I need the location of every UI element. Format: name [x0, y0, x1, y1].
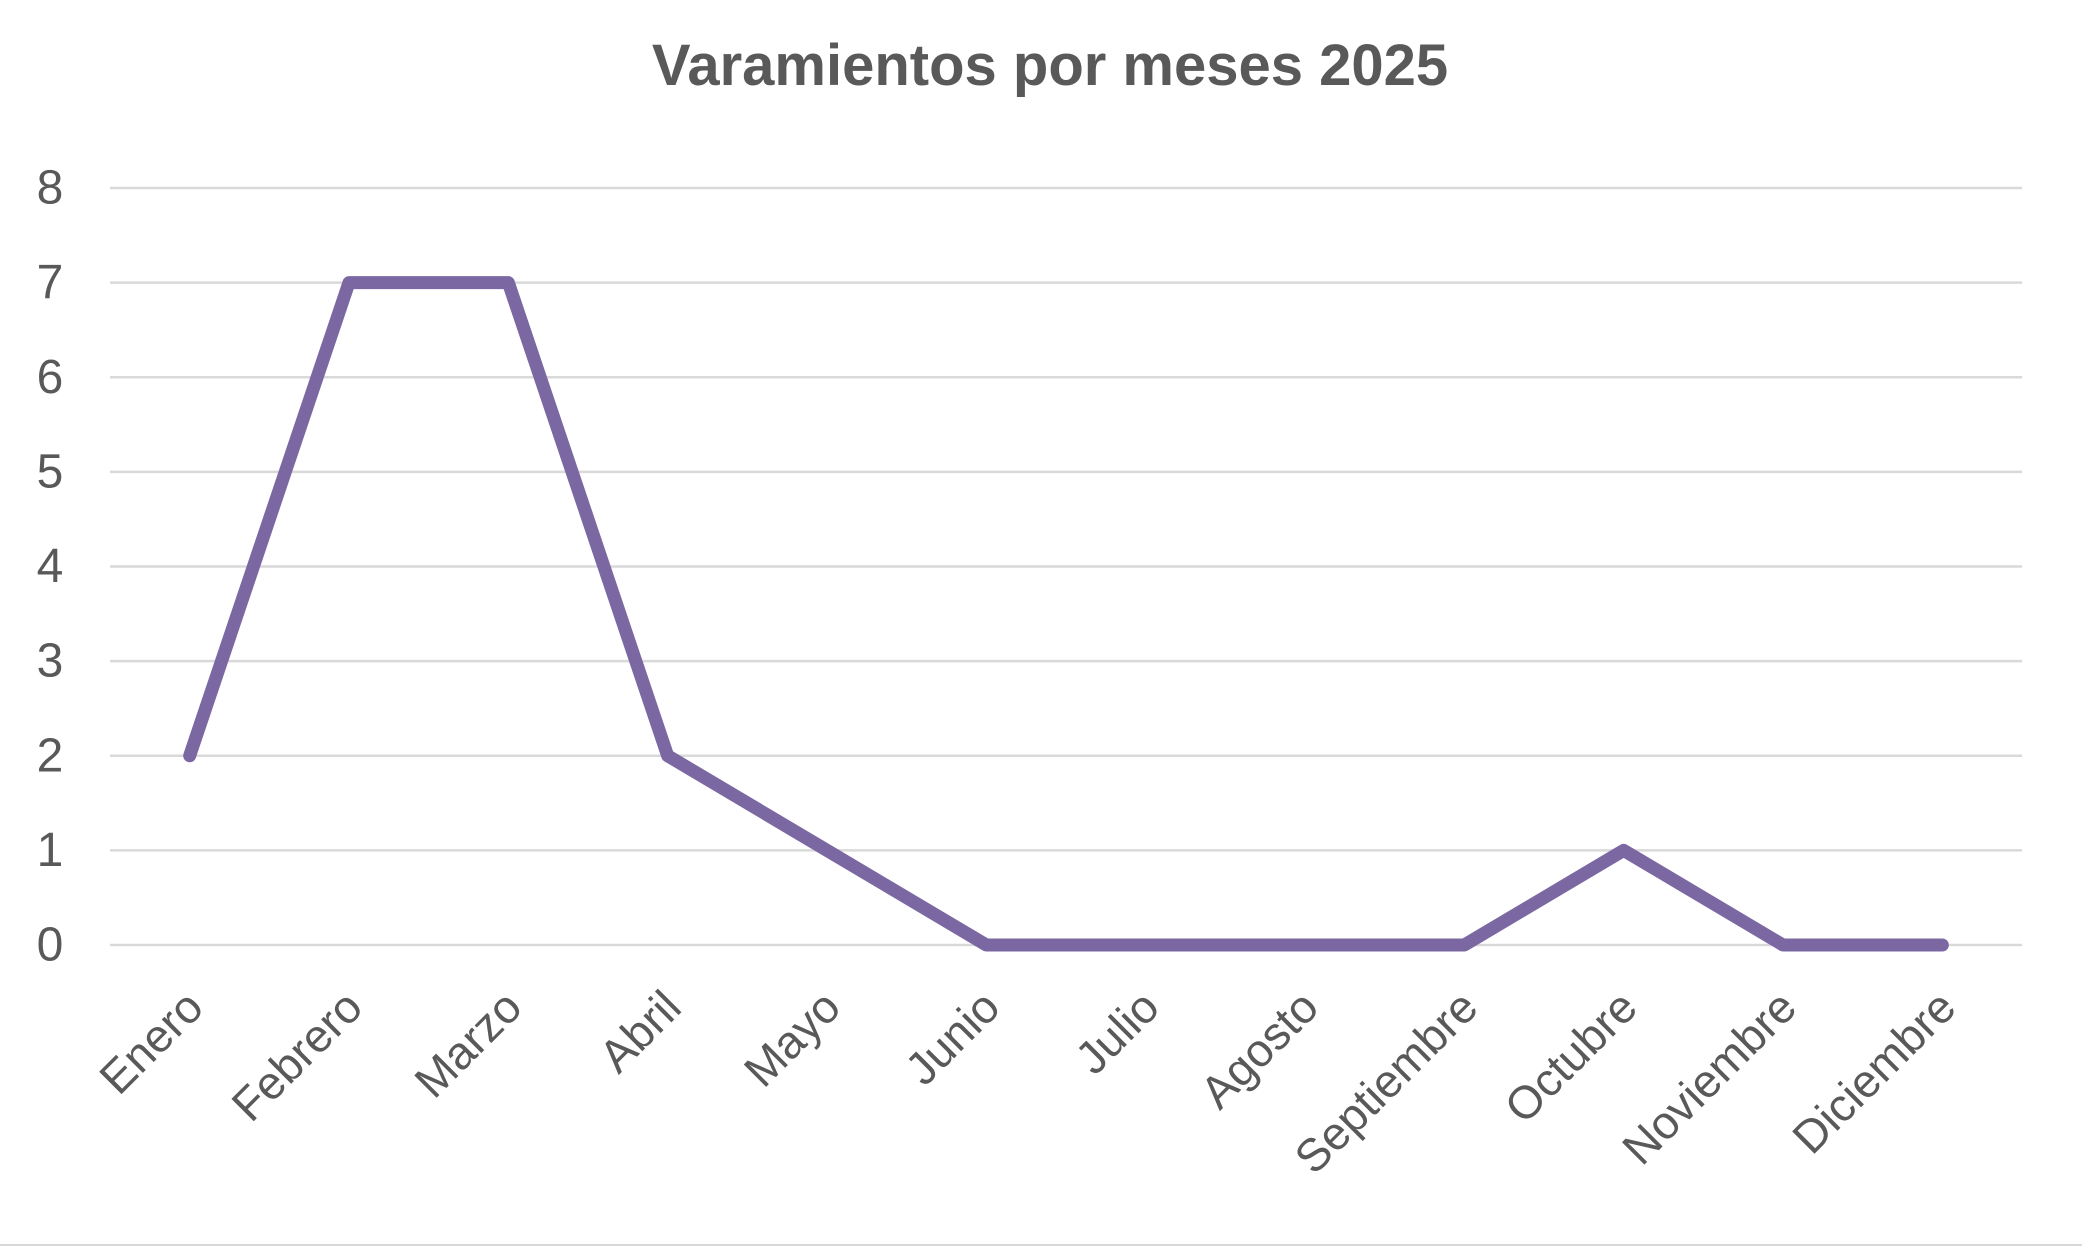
x-category-label: Enero: [89, 980, 213, 1104]
gridlines-group: [110, 186, 2022, 947]
x-category-label: Marzo: [404, 980, 531, 1107]
y-tick-label: 1: [37, 824, 64, 877]
chart-title: Varamientos por meses 2025: [652, 33, 1448, 98]
y-tick-label: 3: [37, 635, 64, 688]
x-category-label: Agosto: [1190, 980, 1328, 1118]
x-category-label: Noviembre: [1612, 980, 1806, 1174]
y-axis-labels-group: 0 1 2 3 4 5 6 7 8: [37, 162, 64, 972]
data-line: [183, 276, 1949, 952]
x-category-label: Julio: [1065, 980, 1169, 1084]
y-tick-label: 5: [37, 445, 64, 498]
series-group: [183, 276, 1949, 952]
x-category-label: Abril: [589, 980, 691, 1082]
x-category-label: Octubre: [1494, 980, 1646, 1132]
x-axis-labels-group: Enero Febrero Marzo Abril Mayo Junio Julio Agos…: [89, 980, 1965, 1183]
x-category-label: Diciembre: [1782, 980, 1965, 1163]
y-tick-label: 6: [37, 351, 64, 404]
y-tick-label: 8: [37, 162, 64, 215]
y-tick-label: 0: [37, 919, 64, 972]
x-category-label: Febrero: [221, 980, 372, 1131]
x-category-label: Junio: [895, 980, 1010, 1095]
y-tick-label: 7: [37, 256, 64, 309]
y-tick-label: 2: [37, 729, 64, 782]
y-tick-label: 4: [37, 540, 64, 593]
x-category-label: Mayo: [734, 980, 850, 1096]
